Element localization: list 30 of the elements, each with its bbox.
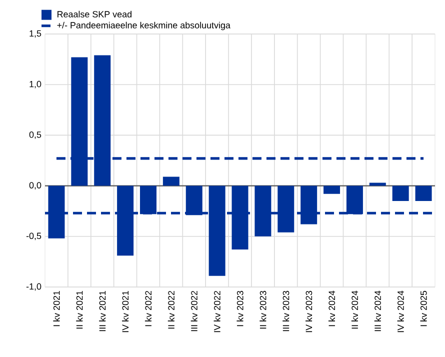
bar (369, 182, 386, 186)
legend-label: +/- Pandeemiaeelne keskmine absoluutviga (57, 22, 230, 30)
x-tick-label: IV kv 2023 (306, 290, 312, 332)
y-tick-label: 0,5 (29, 131, 42, 139)
bar (392, 186, 409, 201)
x-tick-label: I kv 2021 (53, 290, 60, 326)
x-tick-label: II kv 2021 (76, 290, 83, 329)
x-tick-label: II kv 2023 (260, 290, 266, 329)
x-tick-label: I kv 2024 (328, 290, 336, 326)
x-tick-label: IV kv 2022 (214, 290, 220, 332)
x-tick-label: II kv 2022 (168, 290, 174, 329)
x-tick-label: III kv 2023 (282, 290, 290, 332)
y-tick-label: 0,0 (29, 182, 42, 190)
x-tick-label: I kv 2023 (236, 290, 244, 326)
y-tick-label: 1,5 (30, 30, 42, 38)
bar (415, 186, 432, 201)
bar (324, 186, 340, 194)
x-tick-label: I kv 2022 (144, 290, 152, 326)
y-tick-label: -1,0 (26, 283, 42, 291)
y-tick-label: -0,5 (26, 232, 42, 240)
x-tick-label: I kv 2025 (420, 290, 427, 326)
bar (162, 176, 180, 186)
x-tick-label: III kv 2022 (190, 290, 198, 332)
x-tick-label: IV kv 2024 (397, 290, 404, 332)
x-tick-label: IV kv 2021 (122, 290, 129, 332)
y-tick-label: 1,0 (30, 80, 42, 88)
x-tick-label: III kv 2024 (374, 290, 381, 332)
legend-label: Reaalse SKP vead (58, 10, 132, 18)
x-tick-label: II kv 2024 (351, 290, 358, 329)
x-tick-label: III kv 2021 (99, 290, 106, 332)
